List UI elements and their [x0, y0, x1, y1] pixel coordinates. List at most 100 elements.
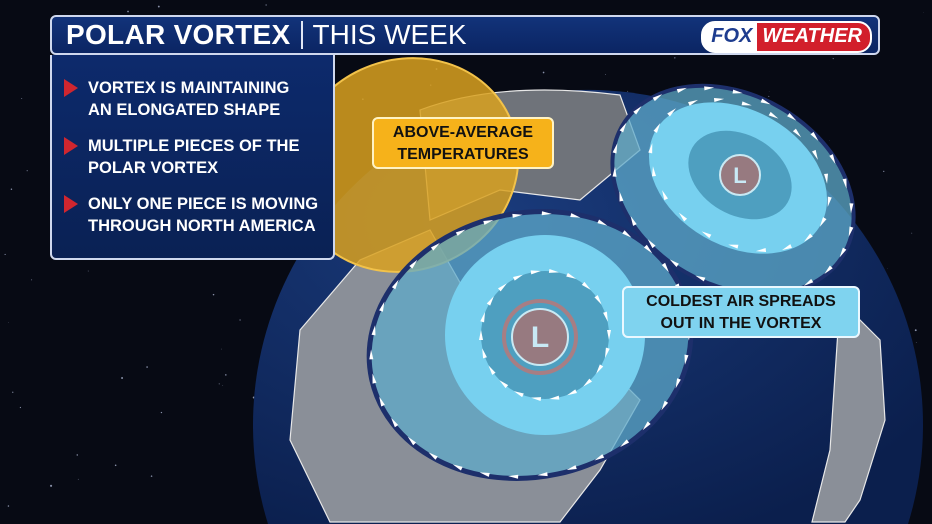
star	[4, 253, 6, 256]
wind-arrow-icon	[619, 191, 624, 202]
wind-arrow-icon	[768, 111, 779, 119]
star	[19, 406, 21, 409]
above-average-callout: ABOVE-AVERAGE TEMPERATURES	[372, 117, 554, 169]
logo-fox: FOX	[711, 25, 753, 47]
page-subtitle: THIS WEEK	[312, 19, 467, 50]
wind-arrow-icon	[653, 123, 661, 133]
wind-arrow-icon	[594, 454, 605, 461]
wind-arrow-icon	[704, 86, 715, 91]
wind-arrow-icon	[713, 97, 725, 102]
wind-arrow-icon	[541, 211, 552, 216]
star	[146, 366, 148, 368]
star	[160, 411, 163, 414]
wind-arrow-icon	[787, 113, 797, 121]
wind-arrow-icon	[498, 283, 507, 292]
star	[225, 374, 227, 376]
wind-arrow-icon	[480, 312, 486, 323]
wind-arrow-icon	[391, 417, 399, 428]
star	[150, 475, 153, 477]
wind-arrow-icon	[839, 247, 847, 258]
wind-arrow-icon	[804, 233, 813, 242]
bullet-item: MULTIPLE PIECES OF THE POLAR VORTEX	[64, 135, 333, 179]
wind-arrow-icon	[483, 219, 494, 225]
wind-arrow-icon	[824, 173, 829, 184]
star	[768, 95, 770, 97]
wind-arrow-icon	[676, 87, 687, 93]
wind-arrow-icon	[566, 465, 577, 471]
wind-arrow-icon	[407, 436, 417, 446]
wind-arrow-icon	[701, 231, 712, 239]
wind-arrow-icon	[604, 347, 610, 358]
wind-arrow-icon	[428, 452, 438, 460]
page-title: POLAR VORTEX	[66, 19, 291, 50]
wind-arrow-icon	[675, 378, 681, 389]
wind-arrow-icon	[760, 98, 771, 105]
wind-arrow-icon	[732, 89, 743, 94]
bullet-triangle-icon	[64, 79, 78, 97]
star	[10, 188, 13, 190]
wind-arrow-icon	[612, 143, 618, 154]
wind-arrows	[369, 86, 854, 479]
wind-arrow-icon	[430, 242, 440, 251]
wind-arrow-icon	[379, 396, 385, 407]
bullet-item: VORTEX IS MAINTAINING AN ELONGATED SHAPE	[64, 77, 333, 121]
bullet-item: ONLY ONE PIECE IS MOVING THROUGH NORTH AM…	[64, 193, 333, 237]
wind-arrow-icon	[667, 108, 676, 117]
low-pressure-label: L	[531, 321, 549, 354]
wind-arrow-icon	[513, 391, 524, 398]
wind-arrow-icon	[661, 400, 669, 411]
star	[674, 57, 676, 59]
star	[239, 319, 241, 321]
wind-arrow-icon	[594, 295, 602, 305]
wind-arrow-icon	[486, 296, 494, 306]
wind-arrow-icon	[848, 226, 854, 237]
wind-arrow-icon	[620, 439, 630, 448]
wind-arrow-icon	[741, 101, 752, 106]
wind-arrow-icon	[647, 239, 656, 249]
wind-arrow-icon	[643, 244, 653, 254]
wind-arrow-icon	[819, 217, 827, 227]
star	[76, 454, 79, 456]
wind-arrow-icon	[630, 215, 637, 226]
vortex-lobe-europe	[610, 83, 856, 297]
bullet-text: POLAR VORTEX	[88, 159, 219, 177]
wind-arrow-icon	[596, 364, 604, 374]
callout-text: TEMPERATURES	[397, 146, 529, 163]
wind-arrow-icon	[849, 203, 854, 214]
star	[220, 348, 222, 350]
wind-arrow-icon	[499, 380, 509, 389]
star	[212, 293, 215, 296]
bullet-text: THROUGH NORTH AMERICA	[88, 217, 316, 235]
bullet-panel: VORTEX IS MAINTAINING AN ELONGATED SHAPE …	[50, 55, 335, 260]
wind-arrow-icon	[652, 94, 663, 102]
bullet-text: AN ELONGATED SHAPE	[88, 101, 281, 119]
wind-arrow-icon	[829, 154, 836, 165]
wind-arrow-icon	[678, 212, 688, 222]
coldest-air-callout: COLDEST AIR SPREADS OUT IN THE VORTEX	[622, 286, 860, 338]
wind-arrow-icon	[607, 330, 611, 340]
wind-arrow-icon	[566, 272, 577, 279]
wind-arrow-icon	[488, 365, 496, 375]
star	[127, 10, 129, 13]
wind-arrow-icon	[695, 275, 706, 282]
star	[914, 329, 917, 332]
wind-arrow-icon	[669, 259, 679, 267]
wind-arrow-icon	[581, 281, 591, 290]
wind-arrow-icon	[583, 378, 592, 387]
wind-arrow-icon	[755, 248, 767, 253]
wind-arrow-icon	[633, 105, 642, 115]
star	[77, 478, 79, 480]
star	[627, 90, 629, 92]
wind-arrow-icon	[728, 244, 739, 249]
bullet-triangle-icon	[64, 195, 78, 213]
star	[7, 505, 10, 507]
wind-arrow-icon	[597, 219, 608, 226]
star	[121, 377, 124, 379]
wind-arrow-icon	[812, 149, 818, 160]
wind-arrow-icon	[642, 421, 651, 431]
star	[542, 71, 545, 74]
wind-arrow-icon	[537, 472, 548, 477]
callout-text: COLDEST AIR SPREADS	[646, 293, 836, 310]
star	[222, 385, 224, 386]
